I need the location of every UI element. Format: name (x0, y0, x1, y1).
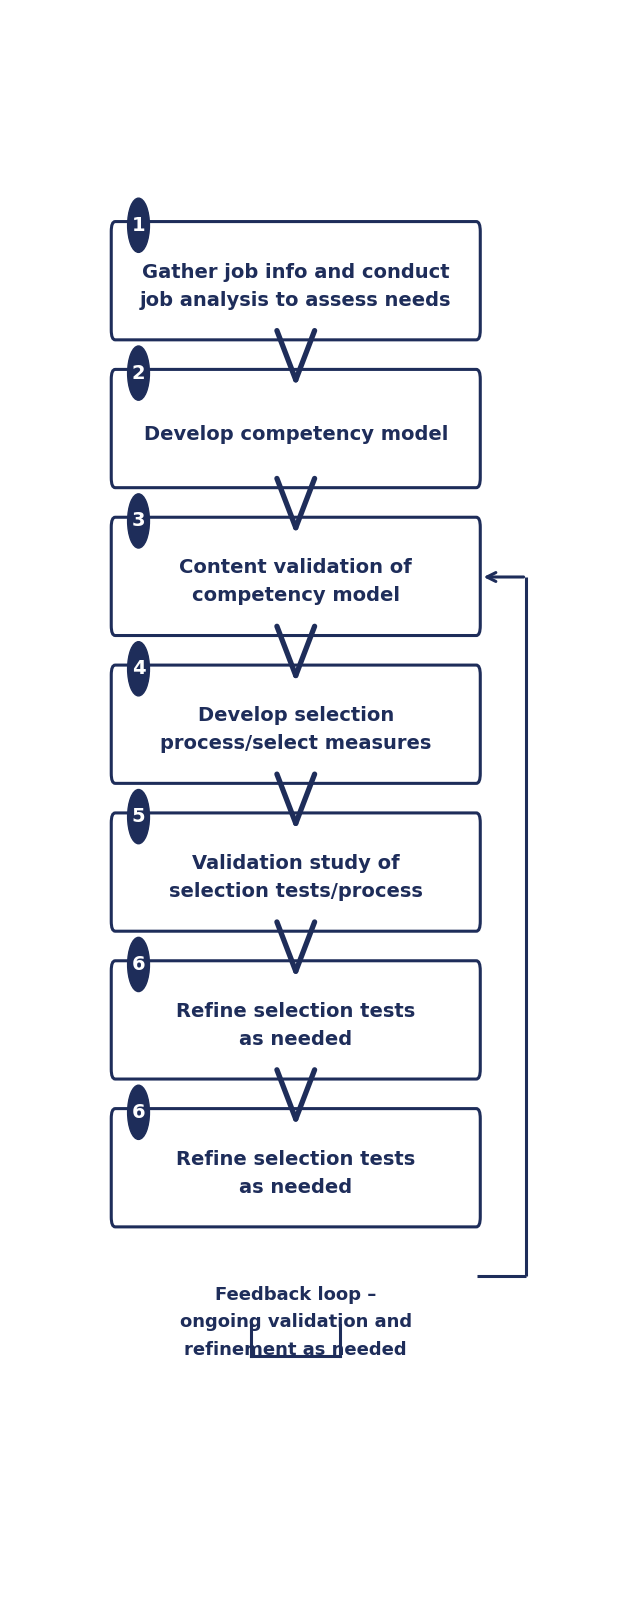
FancyBboxPatch shape (111, 517, 480, 635)
Text: Develop selection
process/select measures: Develop selection process/select measure… (160, 706, 431, 754)
Text: Validation study of
selection tests/process: Validation study of selection tests/proc… (169, 854, 422, 901)
FancyBboxPatch shape (111, 813, 480, 931)
Circle shape (127, 198, 150, 253)
Text: Refine selection tests
as needed: Refine selection tests as needed (176, 1002, 415, 1050)
Text: 4: 4 (132, 659, 145, 678)
Text: 3: 3 (132, 512, 145, 531)
Text: Develop competency model: Develop competency model (143, 424, 448, 443)
Text: 1: 1 (132, 216, 145, 235)
Circle shape (127, 642, 150, 696)
Circle shape (127, 1085, 150, 1139)
Circle shape (127, 494, 150, 549)
Text: Gather job info and conduct
job analysis to assess needs: Gather job info and conduct job analysis… (140, 262, 451, 310)
FancyBboxPatch shape (111, 221, 480, 339)
FancyBboxPatch shape (111, 960, 480, 1078)
Text: 2: 2 (132, 363, 145, 382)
Text: Content validation of
competency model: Content validation of competency model (179, 558, 412, 605)
Text: Feedback loop –
ongoing validation and
refinement as needed: Feedback loop – ongoing validation and r… (180, 1285, 412, 1358)
Text: 6: 6 (132, 1102, 145, 1122)
Circle shape (127, 789, 150, 843)
Text: 6: 6 (132, 955, 145, 974)
FancyBboxPatch shape (111, 370, 480, 488)
Text: 5: 5 (132, 806, 145, 826)
Circle shape (127, 346, 150, 400)
Circle shape (127, 938, 150, 992)
FancyBboxPatch shape (111, 666, 480, 784)
Text: Refine selection tests
as needed: Refine selection tests as needed (176, 1150, 415, 1197)
FancyBboxPatch shape (111, 1109, 480, 1227)
